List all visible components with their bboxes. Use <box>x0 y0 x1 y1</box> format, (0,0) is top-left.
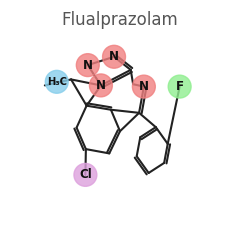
Text: N: N <box>83 59 93 72</box>
Text: H₃C: H₃C <box>47 77 67 87</box>
Text: F: F <box>176 80 184 93</box>
Circle shape <box>168 75 191 98</box>
Circle shape <box>132 75 155 98</box>
Circle shape <box>90 74 112 97</box>
Circle shape <box>45 70 68 93</box>
Circle shape <box>102 45 126 68</box>
Text: Cl: Cl <box>79 168 92 181</box>
Text: N: N <box>139 80 149 93</box>
Text: N: N <box>96 79 106 92</box>
Circle shape <box>76 54 99 77</box>
Circle shape <box>74 163 97 186</box>
Text: N: N <box>109 50 119 63</box>
Text: Flualprazolam: Flualprazolam <box>62 12 178 30</box>
